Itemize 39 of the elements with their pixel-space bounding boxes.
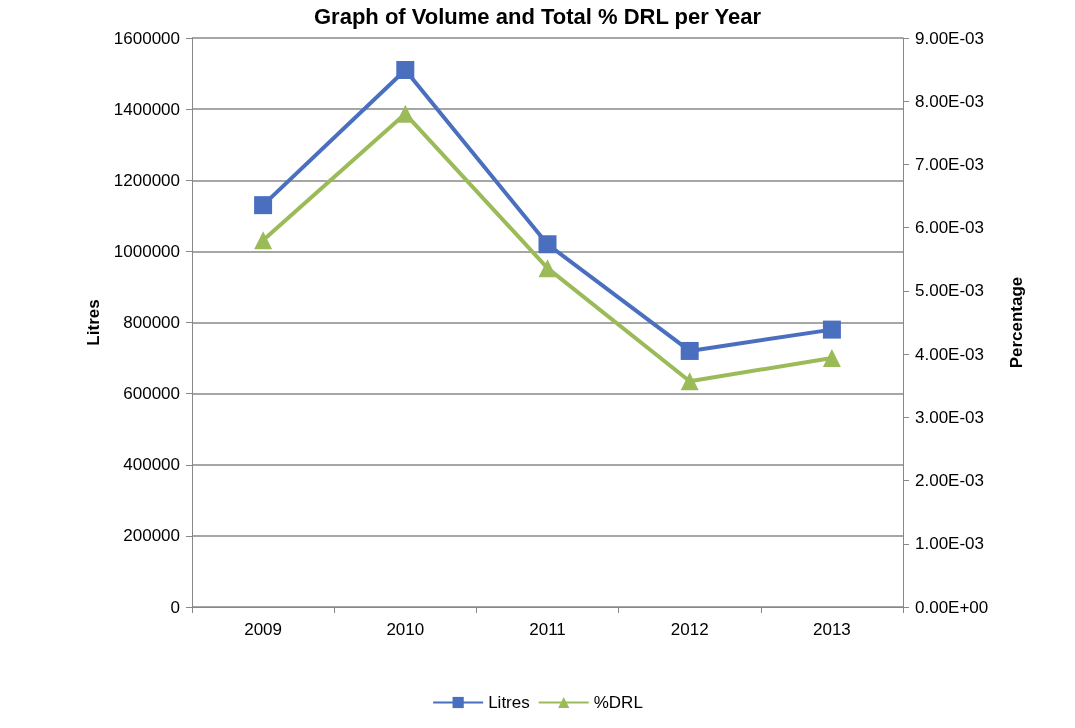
y-tick-label: 200000 — [123, 526, 180, 546]
x-tick-label: 2009 — [244, 620, 283, 639]
legend-label: Litres — [488, 693, 530, 712]
y2-tick-label: 7.00E-03 — [915, 154, 984, 174]
y-tick-label: 400000 — [123, 455, 180, 475]
point — [822, 320, 841, 339]
y2-tick-label: 0.00E+00 — [915, 597, 989, 617]
y2-tick-label: 3.00E-03 — [915, 407, 984, 427]
y-tick-label: 800000 — [123, 313, 180, 332]
point — [822, 348, 841, 367]
chart-title: Graph of Volume and Total % DRL per Year — [313, 3, 762, 29]
y-axis-title: Litres — [84, 299, 103, 346]
x-tick-label: 2012 — [670, 620, 709, 639]
legend-label: %DRL — [593, 693, 643, 712]
y2-tick-label: 8.00E-03 — [915, 91, 984, 111]
x-tick-label: 2013 — [812, 620, 851, 639]
point — [538, 235, 557, 254]
y2-tick-label: 5.00E-03 — [915, 281, 984, 301]
point — [254, 231, 273, 250]
x-tick-label: 2010 — [386, 620, 425, 639]
y2-tick-label: 1.00E-03 — [915, 534, 984, 554]
point — [538, 259, 557, 278]
point — [254, 196, 273, 215]
point — [680, 341, 699, 360]
point — [396, 104, 415, 123]
y2-tick-label: 9.00E-03 — [915, 28, 984, 48]
point — [396, 61, 415, 80]
point — [680, 372, 699, 391]
y2-axis-title: Percentage — [1007, 276, 1026, 369]
y-tick-label: 1000000 — [113, 241, 180, 261]
y2-tick-label: 2.00E-03 — [915, 471, 984, 491]
y-tick-label: 1400000 — [113, 99, 180, 119]
y2-tick-label: 6.00E-03 — [915, 218, 984, 238]
y-tick-label: 1600000 — [113, 28, 180, 48]
y-tick-label: 1200000 — [113, 170, 180, 190]
y-tick-label: 600000 — [123, 384, 180, 404]
y2-tick-label: 4.00E-03 — [915, 344, 984, 364]
y-tick-label: 0 — [170, 597, 180, 617]
x-tick-label: 2011 — [529, 620, 566, 639]
